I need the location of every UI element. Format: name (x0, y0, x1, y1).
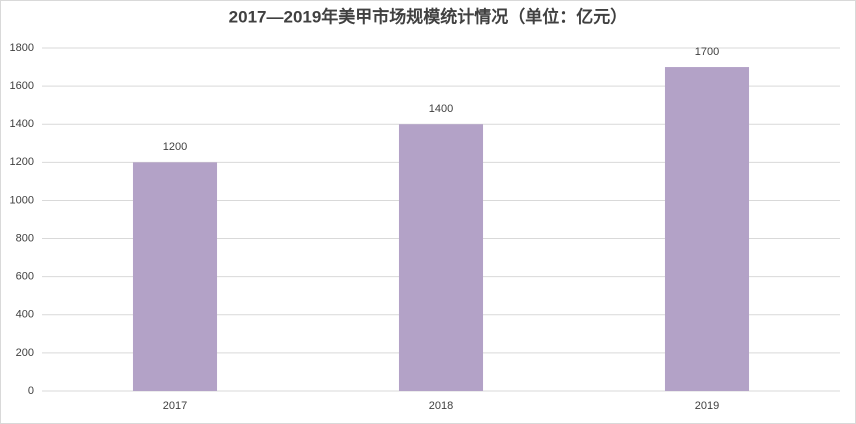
y-tick-label: 1200 (10, 156, 34, 168)
x-tick-label: 2018 (429, 400, 453, 412)
bar (398, 124, 484, 391)
data-label: 1400 (429, 103, 453, 115)
y-tick-label: 200 (16, 347, 34, 359)
y-tick-label: 1400 (10, 118, 34, 130)
bar (664, 67, 750, 392)
x-tick-label: 2019 (695, 400, 719, 412)
data-label: 1200 (163, 141, 187, 153)
y-tick-label: 1000 (10, 194, 34, 206)
bar (132, 162, 218, 391)
chart-title: 2017—2019年美甲市场规模统计情况（单位：亿元） (229, 6, 628, 26)
x-tick-label: 2017 (163, 400, 187, 412)
y-tick-label: 0 (28, 385, 34, 397)
y-tick-label: 1800 (10, 42, 34, 54)
data-label: 1700 (695, 46, 719, 58)
y-tick-label: 1600 (10, 80, 34, 92)
y-tick-label: 600 (16, 271, 34, 283)
y-tick-label: 400 (16, 309, 34, 321)
y-tick-label: 800 (16, 232, 34, 244)
